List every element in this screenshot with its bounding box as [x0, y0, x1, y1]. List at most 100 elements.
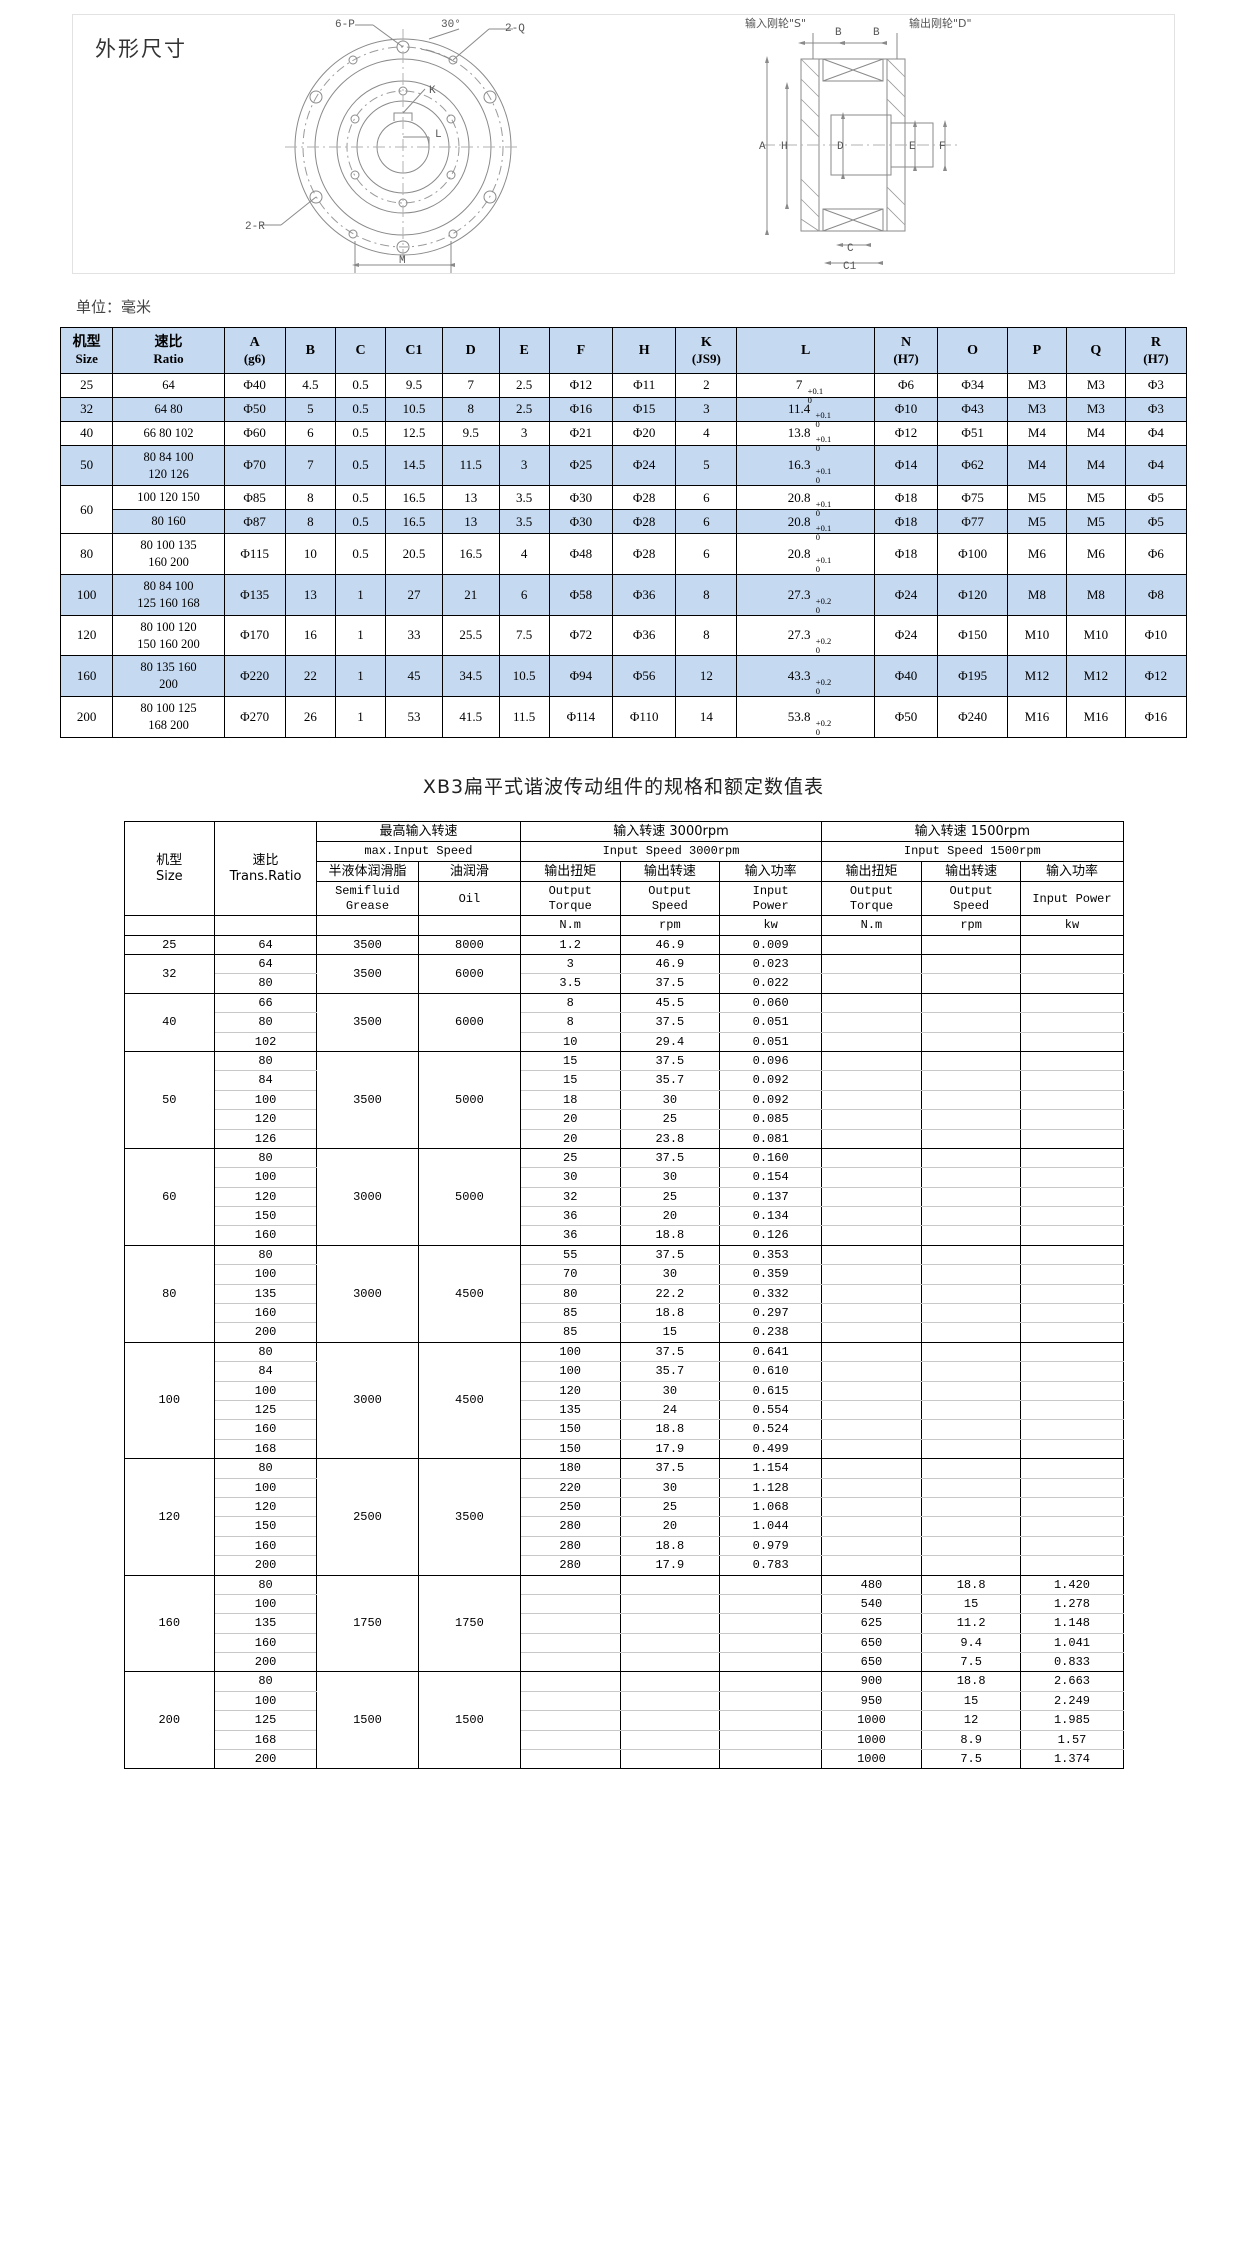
dim-cell-p: M4	[1007, 444, 1067, 487]
dim-cell-q: M3	[1065, 373, 1126, 398]
dim-cell-d: 13	[441, 509, 500, 535]
dim-cell-p: M4	[1007, 420, 1067, 446]
dim-cell-f: Φ25	[548, 444, 614, 487]
dim-cell-q: M8	[1065, 573, 1126, 616]
rating-cell-ratio: 135	[214, 1613, 318, 1634]
rating-cell-in-power-1500	[1020, 1438, 1124, 1460]
rating-cell-in-power-1500	[1020, 1516, 1124, 1537]
table-row: 120 80 100 120 150 160 200 Φ170 16 1 33 25.5 7.5…	[59, 614, 1188, 657]
table-row: 200 80 100 125 168 200 Φ270 26 1 53 41.5 11.5 Φ11…	[59, 696, 1188, 738]
rating-cell-ratio: 66	[214, 992, 318, 1014]
dim-cell-e: 4	[498, 533, 550, 575]
rating-cell-semifluid-speed: 3500	[316, 992, 419, 1052]
rating-cell-out-torque-3000	[519, 1729, 621, 1751]
table-row: 120 80 2500 3500 180 37.5 1.154	[123, 1458, 1124, 1576]
rating-cell-out-speed-3000: 30	[619, 1264, 721, 1285]
dim-cell-k: 8	[675, 573, 738, 616]
rating-cell-out-torque-1500	[821, 954, 922, 975]
label-b2: B	[873, 27, 880, 39]
table-row: 60 80 3000 5000 25 37.5 0.160	[123, 1147, 1124, 1246]
dim-cell-c: 1	[334, 696, 387, 738]
dim-cell-d: 11.5	[441, 444, 500, 487]
dim-cell-b: 8	[284, 485, 336, 511]
rating-cell-in-power-3000: 0.554	[719, 1399, 823, 1421]
rating-cell-in-power-3000: 0.524	[719, 1419, 823, 1440]
dim-cell-ratio: 80 84 100 120 126	[112, 444, 225, 487]
dim-cell-d: 13	[441, 485, 500, 511]
rating-cell-out-speed-1500	[920, 934, 1022, 956]
rating-cell-out-speed-1500	[920, 992, 1022, 1014]
dim-col-header-K: K (JS9)	[675, 327, 738, 374]
rating-header-row-5: N.m rpm kw N.m rpm kw	[123, 915, 1124, 936]
rating-cell-ratio: 160	[214, 1303, 318, 1324]
rating-cell-out-speed-1500	[920, 1109, 1022, 1130]
rating-header-group-3000: 输入转速 3000rpm	[519, 820, 823, 843]
dim-cell-c: 0.5	[334, 509, 387, 535]
rating-cell-out-torque-3000: 220	[519, 1477, 621, 1498]
rating-cell-ratio: 80	[214, 973, 318, 994]
rating-cell-out-torque-3000: 85	[519, 1322, 621, 1343]
rating-cell-out-torque-1500: 625	[821, 1613, 922, 1634]
dim-cell-d: 25.5	[441, 614, 500, 657]
rating-cell-out-torque-1500	[821, 992, 922, 1014]
rating-cell-in-power-1500	[1020, 1458, 1124, 1479]
dim-cell-b: 26	[284, 696, 336, 738]
rating-cell-out-torque-1500	[821, 1322, 922, 1343]
rating-cell-out-speed-3000: 25	[619, 1186, 721, 1208]
dim-cell-o: Φ62	[937, 444, 1008, 487]
rating-cell-oil-speed: 1500	[417, 1671, 521, 1770]
dim-cell-n: Φ12	[873, 420, 939, 446]
rating-cell-in-power-1500	[1020, 1535, 1124, 1557]
rating-cell-in-power-3000: 0.160	[719, 1147, 823, 1169]
rating-cell-out-speed-3000: 37.5	[619, 1050, 721, 1072]
dim-cell-c: 0.5	[334, 420, 387, 446]
dim-cell-q: M10	[1065, 614, 1126, 657]
rating-cell-in-power-3000	[719, 1593, 823, 1615]
rating-cell-out-torque-3000: 20	[519, 1109, 621, 1130]
rating-cell-ratio: 80	[214, 1147, 318, 1169]
dim-cell-k: 6	[675, 533, 738, 575]
table-row: 126 20 23.8 0.081	[124, 1128, 1124, 1149]
rating-header-row-2: max.Input Speed Input Speed 3000rpm Input …	[124, 841, 1124, 862]
rating-cell-out-torque-3000	[519, 1613, 621, 1634]
table-row: 50 80 3500 5000 15 37.5 0.096	[123, 1050, 1124, 1149]
dim-cell-c: 0.5	[334, 396, 387, 422]
rating-cell-in-power-1500	[1020, 954, 1124, 975]
label-c: C	[847, 243, 854, 255]
rating-cell-out-torque-1500: 1000	[821, 1710, 922, 1731]
rating-cell-out-torque-1500	[821, 973, 922, 994]
rating-cell-out-torque-3000: 36	[519, 1225, 621, 1246]
dim-col-header-N: N (H7)	[873, 327, 939, 374]
rating-cell-in-power-1500	[1020, 1399, 1124, 1421]
table-row: 200 85 15 0.238	[124, 1322, 1124, 1343]
dim-cell-c1: 12.5	[385, 420, 443, 446]
rating-cell-out-speed-3000: 46.9	[619, 934, 721, 956]
dim-cell-a: Φ60	[223, 420, 286, 446]
rating-cell-out-speed-3000: 15	[619, 1322, 721, 1343]
rating-cell-ratio: 200	[214, 1749, 318, 1770]
dim-col-header-机型: 机型 Size	[59, 327, 114, 374]
rating-cell-in-power-1500	[1020, 1477, 1124, 1498]
rating-cell-out-speed-1500	[920, 1128, 1022, 1149]
dim-cell-k: 4	[675, 420, 738, 446]
rating-header-max-speed: 最高输入转速	[316, 820, 521, 843]
dim-cell-c: 0.5	[334, 373, 387, 398]
label-k: K	[429, 85, 436, 97]
rating-cell-out-torque-1500	[821, 1438, 922, 1460]
rating-cell-out-torque-1500	[821, 1341, 922, 1363]
rating-cell-out-speed-1500	[920, 1419, 1022, 1440]
rating-cell-size: 40	[123, 992, 216, 1052]
table-row: 200 280 17.9 0.783	[124, 1555, 1124, 1576]
dim-cell-e: 7.5	[498, 614, 550, 657]
rating-cell-oil-speed: 1750	[417, 1574, 521, 1673]
rating-cell-in-power-3000	[719, 1729, 823, 1751]
dim-cell-r: Φ3	[1124, 373, 1188, 398]
rating-cell-in-power-1500	[1020, 1070, 1124, 1091]
rating-cell-in-power-3000	[719, 1710, 823, 1731]
dim-cell-n: Φ18	[873, 509, 939, 535]
label-m: M	[399, 255, 406, 267]
rating-cell-out-torque-1500	[821, 1070, 922, 1091]
rating-cell-out-torque-3000: 55	[519, 1244, 621, 1266]
dim-col-header-C: C	[334, 327, 387, 374]
rating-cell-out-torque-1500	[821, 1496, 922, 1518]
